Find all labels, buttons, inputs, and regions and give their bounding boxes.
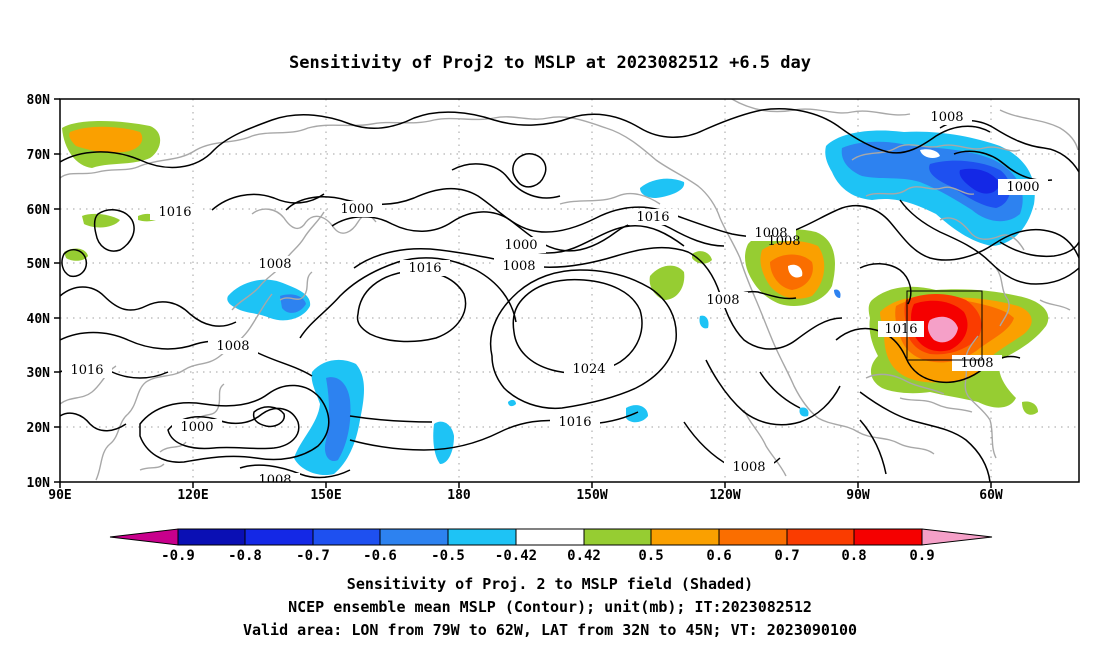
lat-label: 70N [27, 148, 51, 163]
contour-label: 1016 [884, 322, 917, 337]
lat-label: 10N [27, 476, 51, 491]
sensitivity-shading [62, 121, 1049, 476]
colorbar-label: -0.42 [495, 548, 537, 564]
colorbar-box [650, 528, 720, 546]
caption-line-3: Valid area: LON from 79W to 62W, LAT fro… [243, 621, 857, 639]
lat-label: 80N [27, 93, 51, 108]
contour-label: 1008 [960, 356, 993, 371]
caption-line-1: Sensitivity of Proj. 2 to MSLP field (Sh… [347, 575, 753, 593]
lat-label: 60N [27, 203, 51, 218]
lon-label: 90W [846, 488, 870, 503]
colorbar-label: 0.9 [909, 548, 934, 564]
contour-label: 1016 [636, 210, 669, 225]
contour-label: 1008 [930, 110, 963, 125]
colorbar-box [853, 528, 923, 546]
colorbar-box [244, 528, 314, 546]
lon-label: 60W [979, 488, 1003, 503]
colorbar-label: -0.5 [431, 548, 465, 564]
colorbar-label: 0.6 [706, 548, 731, 564]
coastlines [60, 99, 1079, 481]
lon-label: 150E [310, 488, 341, 503]
contour-label: 1024 [572, 362, 605, 377]
valid-area-box [906, 290, 983, 361]
contour-label: 1008 [258, 473, 291, 488]
colorbar-box [312, 528, 381, 546]
colorbar-max-arrow [921, 528, 993, 546]
shade-negative-alaska [640, 178, 685, 198]
contour-label: 1008 [706, 293, 739, 308]
lon-label: 90E [48, 488, 71, 503]
colorbar-min-arrow [109, 528, 179, 546]
colorbar-box [447, 528, 517, 546]
lat-labels: 80N 70N 60N 50N 40N 30N 20N 10N [27, 93, 51, 491]
colorbar-label: -0.9 [161, 548, 195, 564]
contour-labels: 1016 1000 1008 1000 1008 1016 1008 1008 … [62, 109, 1048, 488]
lat-label: 20N [27, 421, 51, 436]
colorbar-label: -0.7 [296, 548, 330, 564]
tick-marks [54, 98, 992, 488]
map-frame [59, 98, 1080, 483]
contour-label: 1016 [558, 415, 591, 430]
lat-label: 30N [27, 366, 51, 381]
lat-label: 40N [27, 312, 51, 327]
contour-label: 1000 [1006, 180, 1039, 195]
lon-label: 180 [447, 488, 471, 503]
colorbar-label: 0.5 [638, 548, 663, 564]
colorbar: -0.9 -0.8 -0.7 -0.6 -0.5 -0.42 0.42 0.5 … [109, 528, 993, 564]
contour-label: 1008 [216, 339, 249, 354]
colorbar-label: 0.42 [567, 548, 601, 564]
contour-label: 1008 [732, 460, 765, 475]
contour-label: 1008 [502, 259, 535, 274]
contour-label: 1008 [754, 226, 787, 241]
contour-label: 1000 [504, 238, 537, 253]
lon-label: 120E [177, 488, 208, 503]
colorbar-box [583, 528, 652, 546]
colorbar-label: -0.8 [228, 548, 262, 564]
lon-label: 120W [709, 488, 740, 503]
colorbar-box [786, 528, 855, 546]
colorbar-box [379, 528, 449, 546]
colorbar-label: 0.7 [774, 548, 799, 564]
contour-label: 1000 [180, 420, 213, 435]
caption-line-2: NCEP ensemble mean MSLP (Contour); unit(… [288, 598, 812, 616]
contour-label: 1016 [158, 205, 191, 220]
colorbar-box [718, 528, 788, 546]
colorbar-label: 0.8 [841, 548, 866, 564]
lat-label: 50N [27, 257, 51, 272]
contour-label: 1008 [258, 257, 291, 272]
contour-label: 1000 [340, 202, 373, 217]
colorbar-box [515, 528, 585, 546]
colorbar-label: -0.6 [363, 548, 397, 564]
contour-label: 1008 [767, 234, 800, 249]
map-title: Sensitivity of Proj2 to MSLP at 20230825… [289, 53, 811, 73]
colorbar-box [177, 528, 246, 546]
lon-label: 150W [576, 488, 607, 503]
contour-label: 1016 [408, 261, 441, 276]
contour-label: 1016 [70, 363, 103, 378]
lon-labels: 90E 120E 150E 180 150W 120W 90W 60W [48, 488, 1003, 503]
map-panel: 1016 1000 1008 1000 1008 1016 1008 1008 … [27, 93, 1080, 503]
